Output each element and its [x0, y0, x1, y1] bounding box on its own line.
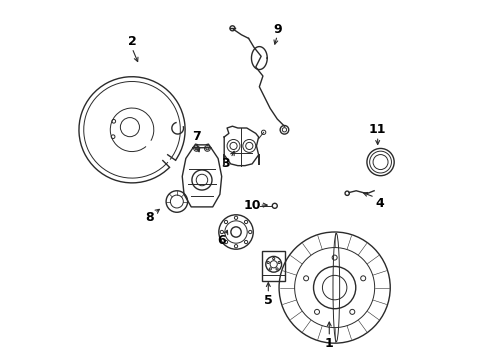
- Text: 1: 1: [325, 337, 334, 350]
- Text: 6: 6: [218, 234, 226, 247]
- Text: 3: 3: [221, 157, 230, 170]
- Text: 8: 8: [146, 211, 154, 224]
- Text: 7: 7: [192, 130, 201, 144]
- Bar: [262, 251, 285, 281]
- Text: 5: 5: [264, 294, 272, 307]
- Text: 4: 4: [375, 197, 384, 210]
- Text: 2: 2: [128, 35, 136, 49]
- Text: 11: 11: [369, 123, 387, 136]
- Text: 10: 10: [244, 199, 261, 212]
- Text: 9: 9: [273, 23, 282, 36]
